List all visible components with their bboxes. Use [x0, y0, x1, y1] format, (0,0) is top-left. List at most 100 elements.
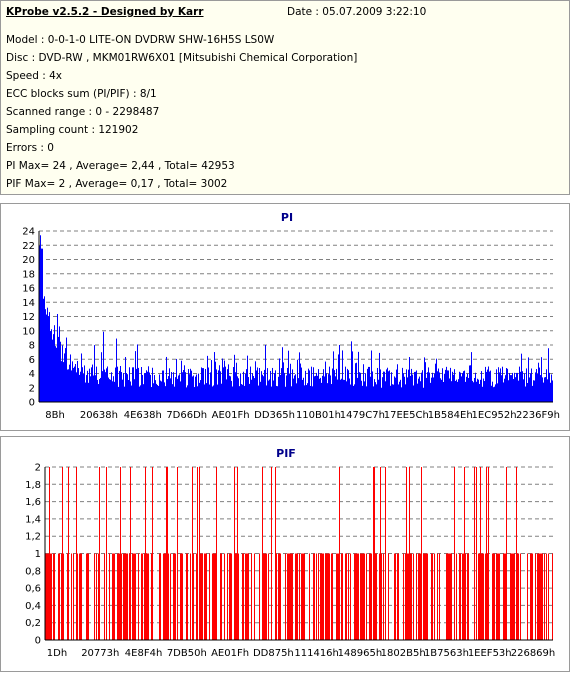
data-bar: [317, 375, 318, 402]
data-bar: [50, 331, 51, 402]
data-bar: [406, 467, 407, 640]
data-bar: [117, 366, 118, 402]
data-bar: [277, 386, 278, 402]
data-bar: [212, 553, 213, 640]
data-bar: [548, 553, 549, 640]
data-bar: [177, 378, 178, 402]
y-tick-label: 0,2: [25, 618, 41, 629]
data-bar: [364, 553, 365, 640]
data-bar: [86, 375, 87, 402]
data-bar: [534, 380, 535, 402]
data-bar: [425, 553, 426, 640]
data-bar: [327, 383, 328, 402]
data-bar: [209, 553, 210, 640]
data-bar: [420, 553, 421, 640]
data-bar: [53, 334, 54, 402]
data-bar: [464, 370, 465, 402]
data-bar: [503, 382, 504, 402]
data-bar: [94, 345, 95, 402]
data-bar: [473, 382, 474, 402]
data-bar: [61, 361, 62, 402]
data-bar: [132, 553, 133, 640]
data-bar: [227, 553, 228, 640]
data-bar: [488, 366, 489, 402]
data-bar: [280, 374, 281, 402]
data-bar: [521, 353, 522, 402]
data-bar: [320, 553, 321, 640]
data-bar: [296, 553, 297, 640]
data-bar: [520, 553, 521, 640]
data-bar: [236, 553, 237, 640]
data-bar: [314, 376, 315, 402]
data-bar: [49, 467, 50, 640]
data-bar: [426, 553, 427, 640]
y-tick-label: 0,6: [25, 584, 41, 595]
data-bar: [376, 553, 377, 640]
data-bar: [241, 384, 242, 402]
data-bar: [160, 553, 161, 640]
data-bar: [58, 336, 59, 402]
data-bar: [154, 375, 155, 402]
data-bar: [139, 386, 140, 402]
data-bar: [430, 382, 431, 402]
y-tick-label: 12: [22, 312, 35, 323]
data-bar: [202, 553, 203, 640]
data-bar: [550, 382, 551, 402]
data-bar: [542, 553, 543, 640]
data-bar: [469, 365, 470, 402]
data-bar: [526, 368, 527, 402]
data-bar: [493, 553, 494, 640]
data-bar: [298, 378, 299, 402]
data-bar: [487, 553, 488, 640]
data-bar: [457, 381, 458, 402]
data-bar: [408, 553, 409, 640]
data-bar: [52, 339, 53, 402]
x-tick-label: 20638h: [80, 410, 118, 421]
data-bar: [215, 361, 216, 402]
data-bar: [230, 553, 231, 640]
data-bar: [166, 356, 167, 402]
data-bar: [108, 377, 109, 402]
data-bar: [548, 348, 549, 402]
data-bar: [537, 373, 538, 402]
data-bar: [512, 553, 513, 640]
data-bar: [450, 553, 451, 640]
data-bar: [159, 553, 160, 640]
data-bar: [237, 376, 238, 402]
data-bar: [444, 373, 445, 402]
x-tick-label: 1Dh: [47, 648, 67, 659]
data-bar: [437, 371, 438, 402]
data-bar: [290, 363, 291, 402]
data-bar: [293, 378, 294, 402]
data-bar: [173, 372, 174, 402]
data-bar: [266, 553, 267, 640]
data-bar: [484, 381, 485, 402]
data-bar: [511, 553, 512, 640]
data-bar: [462, 553, 463, 640]
data-bar: [97, 379, 98, 402]
data-bar: [552, 553, 553, 640]
data-bar: [397, 364, 398, 402]
data-bar: [134, 379, 135, 402]
data-bar: [44, 296, 45, 402]
data-bar: [427, 553, 428, 640]
data-bar: [450, 367, 451, 402]
data-bar: [129, 367, 130, 402]
data-bar: [187, 553, 188, 640]
data-bar: [456, 379, 457, 402]
data-bar: [119, 370, 120, 402]
data-bar: [435, 363, 436, 402]
data-bar: [527, 382, 528, 402]
data-bar: [428, 367, 429, 402]
data-bar: [101, 352, 102, 402]
data-bar: [230, 376, 231, 402]
data-bar: [205, 368, 206, 402]
data-bar: [80, 371, 81, 402]
data-bar: [367, 368, 368, 402]
data-bar: [525, 386, 526, 402]
data-bar: [50, 553, 51, 640]
data-bar: [476, 467, 477, 640]
y-tick-label: 16: [22, 284, 35, 295]
data-bar: [251, 553, 252, 640]
data-bar: [281, 368, 282, 402]
